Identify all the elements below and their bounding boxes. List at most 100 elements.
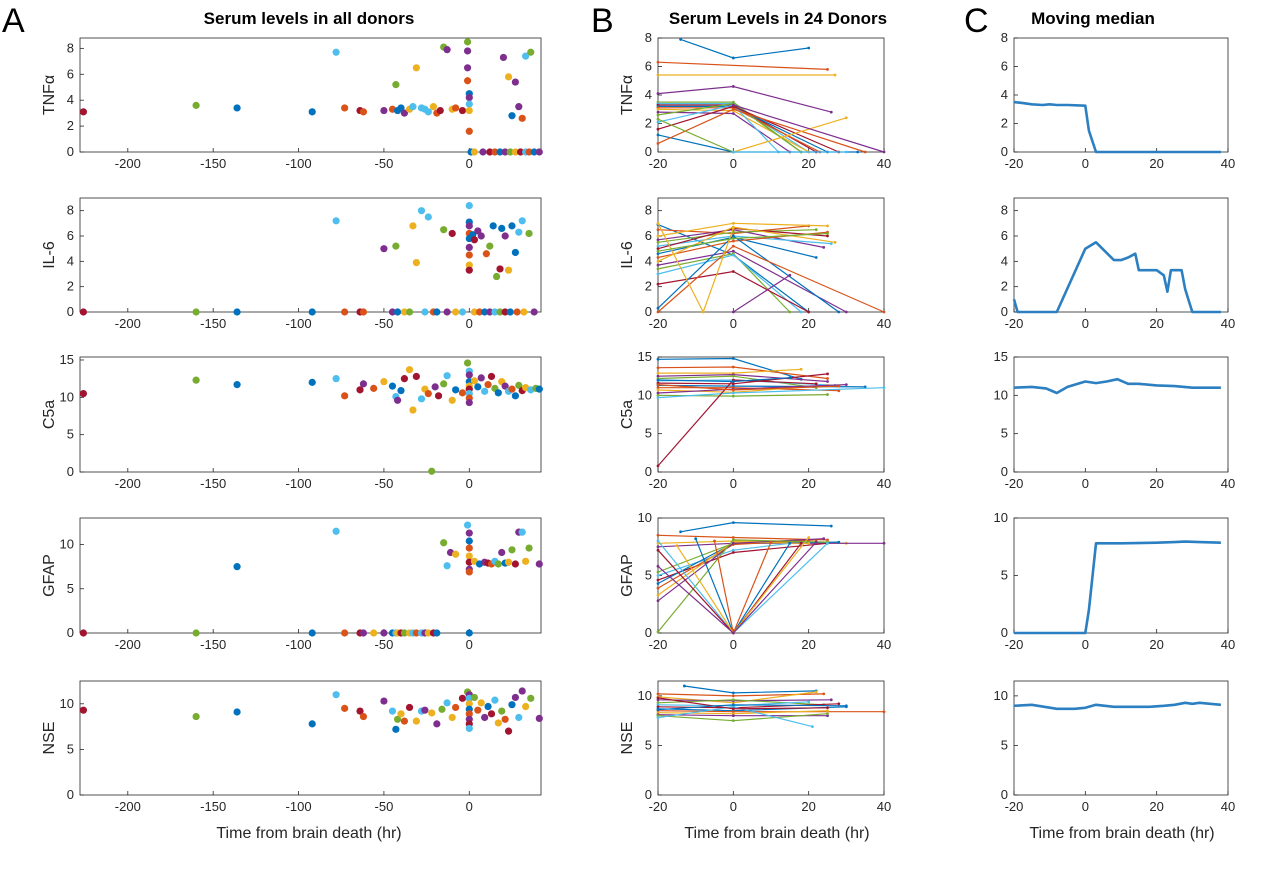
- panel-a-title: Serum levels in all donors: [204, 9, 415, 28]
- panel-a-5-xtick-label: -200: [115, 799, 141, 814]
- panel-b-3-series-point: [656, 464, 660, 468]
- panel-b-5-ytick-label: 5: [645, 737, 652, 752]
- panel-a-4-point: [412, 629, 420, 637]
- panel-b-4-series-point: [656, 586, 660, 590]
- panel-a-1-point: [511, 78, 519, 86]
- panel-b-5-series-point: [731, 694, 735, 698]
- panel-c-1-xtick-label: 40: [1221, 156, 1235, 171]
- panel-a-3-ytick-label: 10: [60, 389, 74, 404]
- panel-b-letter: B: [591, 2, 614, 40]
- panel-b-2-series-point: [731, 310, 735, 314]
- panel-b-2-series-point: [656, 259, 660, 263]
- panel-a-2-point: [511, 248, 519, 257]
- panel-a-5-point: [458, 694, 467, 702]
- panel-a-5-point: [433, 720, 441, 728]
- panel-a-5-point: [393, 715, 402, 723]
- panel-c-2-axes-box: [1013, 197, 1229, 313]
- panel-c-3-ytick-label: 15: [994, 349, 1008, 364]
- panel-a-2-point: [465, 243, 473, 251]
- panel-b-4-series-line: [657, 541, 817, 634]
- panel-b-2-series-point: [656, 306, 660, 310]
- panel-a-2-point: [308, 308, 316, 316]
- panel-a-1-xtick-label: -150: [200, 156, 226, 171]
- panel-a-2-point: [433, 308, 441, 316]
- panel-b-4-series-point: [656, 630, 660, 634]
- panel-a-1-point: [491, 148, 499, 156]
- panel-c-4-ytick-label: 5: [1001, 568, 1008, 583]
- panel-b-4-xtick-label: 20: [801, 637, 815, 652]
- panel-a-1-point: [409, 103, 417, 111]
- panel-a-3-ytick-label: 5: [67, 427, 74, 442]
- panel-b-3-series-point: [656, 396, 660, 400]
- panel-b-1-series-point: [807, 46, 811, 50]
- panel-a-2-point: [525, 229, 533, 238]
- panel-b-4-xtick-label: 40: [877, 637, 891, 652]
- panel-a-5-point: [400, 717, 409, 725]
- panel-a-3-point: [308, 378, 316, 386]
- panel-b-5-ytick-label: 10: [638, 688, 652, 703]
- panel-c-letter: C: [964, 2, 989, 40]
- panel-a-3-point: [356, 386, 364, 394]
- panel-b-4-series-point: [882, 541, 886, 545]
- panel-b-5-xtick-label: 20: [801, 799, 815, 814]
- panel-a-5-point: [535, 714, 543, 722]
- panel-a-5-point: [515, 713, 523, 722]
- panel-b-5-xtick-label: 0: [730, 799, 737, 814]
- panel-b-1-series-point: [856, 150, 860, 154]
- panel-a-1-point: [501, 148, 509, 156]
- panel-c-2-ytick-label: 2: [1001, 279, 1008, 294]
- panel-c-4-xtick-label: 0: [1082, 637, 1089, 652]
- panel-b-1-xtick-label: 40: [877, 156, 891, 171]
- panel-b-4-ylabel: GFAP: [619, 554, 636, 597]
- panel-b-2-series-point: [814, 256, 818, 259]
- panel-a-3-point: [409, 406, 417, 414]
- panel-a-5-point: [341, 704, 349, 712]
- panel-b-5-series-point: [656, 716, 660, 720]
- panel-b-4-series-point: [675, 544, 679, 547]
- panel-a-3-point: [515, 381, 523, 389]
- panel-a-2-point: [412, 259, 420, 267]
- panel-c-2-xtick-label: 0: [1082, 316, 1089, 331]
- panel-b-2-series-point: [656, 263, 660, 267]
- panel-a-4-ylabel: GFAP: [41, 554, 58, 597]
- panel-b-2-series-point: [822, 246, 826, 249]
- panel-a-3-point: [434, 392, 443, 400]
- panel-a-5-point: [192, 712, 200, 721]
- panel-c-xlabel: Time from brain death (hr): [1029, 825, 1214, 842]
- panel-a-1-point: [506, 148, 514, 156]
- panel-a-1-point: [458, 106, 467, 115]
- panel-b-1-series-point: [731, 107, 735, 111]
- panel-a-2-point: [501, 232, 509, 240]
- panel-b-1-series-point: [656, 110, 660, 114]
- panel-a-2-xtick-label: -50: [375, 316, 394, 331]
- panel-a-5-point: [484, 702, 492, 711]
- panel-b-5-series-point: [731, 701, 735, 705]
- panel-b-4-series-point: [656, 593, 660, 597]
- panel-b-5-series-point: [837, 702, 841, 706]
- panel-a-3-point: [397, 387, 405, 395]
- panel-c-2-median-line: [1012, 241, 1221, 314]
- panel-b-3-series-point: [837, 384, 841, 388]
- panel-a-2-ytick-label: 8: [67, 203, 74, 218]
- panel-a-5-ylabel: NSE: [41, 722, 58, 755]
- panel-a-1-point: [463, 38, 472, 46]
- panel-b-3-series-point: [826, 377, 829, 380]
- panel-b-2-series-point: [826, 234, 829, 238]
- panel-a-1-point: [465, 93, 473, 102]
- panel-c-1-median-line: [1013, 100, 1221, 154]
- panel-b-2-series-point: [731, 244, 735, 248]
- panel-a-2-plot: -200 -150 -100 -50 0 0 2 4 6 8 IL-6: [41, 197, 542, 331]
- panel-a-3-point: [481, 387, 489, 395]
- panel-b-3-series-point: [731, 365, 735, 369]
- panel-a-2-point: [470, 308, 479, 316]
- panel-a-4-point: [370, 629, 378, 637]
- panel-a-4-point: [452, 550, 460, 558]
- panel-a-4-point: [508, 546, 516, 554]
- panel-a-1-point: [530, 148, 538, 156]
- panel-a-5-point: [518, 687, 526, 695]
- panel-b-2-series-point: [656, 247, 660, 251]
- panel-c-3-ytick-label: 0: [1001, 464, 1008, 479]
